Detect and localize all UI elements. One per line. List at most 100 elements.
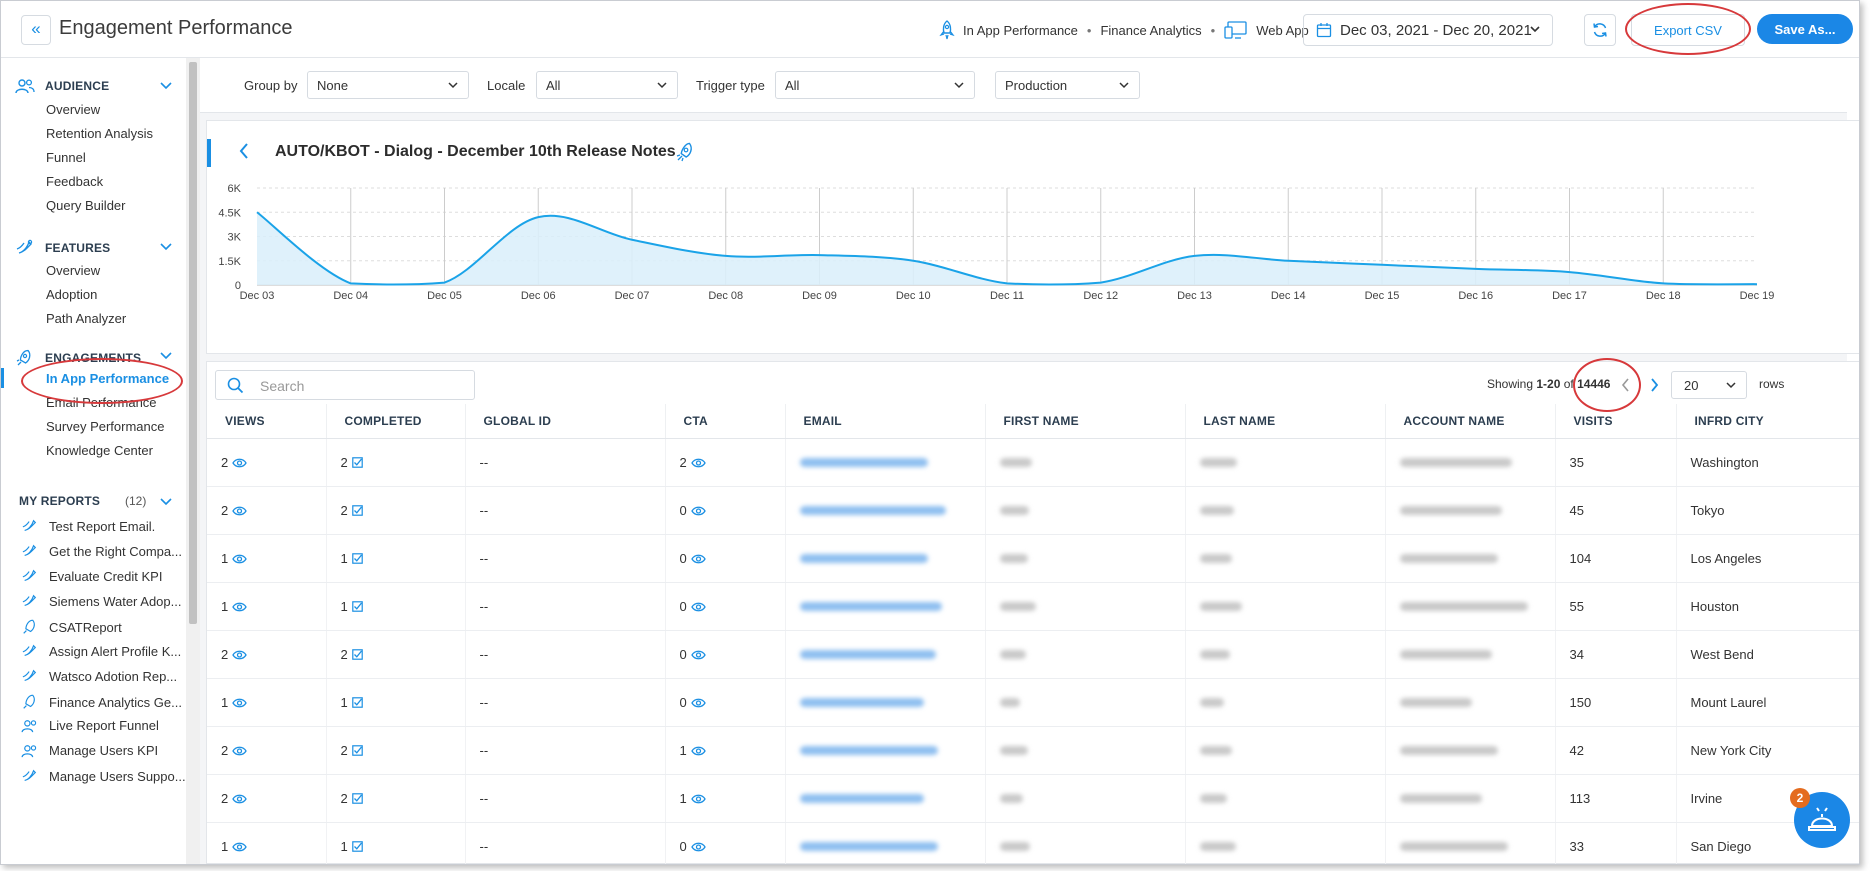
column-header[interactable]: COMPLETED: [326, 404, 466, 439]
sidebar-item-in-app-performance[interactable]: In App Performance: [46, 371, 170, 386]
table-row[interactable]: 2 2 -- 0 34 West Bend: [207, 630, 1859, 679]
report-item[interactable]: Manage Users KPI: [21, 743, 158, 758]
column-header[interactable]: FIRST NAME: [985, 404, 1186, 439]
column-header[interactable]: VIEWS: [207, 404, 327, 439]
email-cell[interactable]: [785, 822, 986, 864]
column-header[interactable]: INFRD CITY: [1676, 404, 1859, 439]
collapse-sidebar-button[interactable]: «: [21, 15, 51, 45]
save-as-button[interactable]: Save As...: [1757, 14, 1853, 44]
checkbox-icon[interactable]: [351, 841, 363, 852]
eye-icon[interactable]: [232, 794, 247, 804]
sidebar-item-survey-performance[interactable]: Survey Performance: [46, 419, 165, 434]
sidebar-item-funnel[interactable]: Funnel: [46, 150, 86, 165]
checkbox-icon[interactable]: [351, 793, 363, 804]
chevron-down-icon[interactable]: [159, 496, 173, 508]
redacted-email[interactable]: [799, 650, 936, 659]
eye-icon[interactable]: [232, 842, 247, 852]
table-row[interactable]: 1 1 -- 0 33 San Diego: [207, 822, 1859, 864]
table-row[interactable]: 2 2 -- 0 45 Tokyo: [207, 486, 1859, 535]
checkbox-icon[interactable]: [351, 745, 363, 756]
eye-icon[interactable]: [690, 506, 706, 516]
report-item[interactable]: Manage Users Suppo...: [21, 768, 186, 784]
checkbox-icon[interactable]: [351, 697, 363, 708]
report-item[interactable]: Finance Analytics Ge...: [21, 693, 182, 711]
checkbox-icon[interactable]: [351, 505, 363, 516]
eye-icon[interactable]: [690, 842, 706, 852]
redacted-email[interactable]: [799, 698, 924, 707]
sidebar-item-email-performance[interactable]: Email Performance: [46, 395, 157, 410]
report-item[interactable]: CSATReport: [21, 618, 122, 636]
trigger-type-select[interactable]: All: [775, 71, 975, 99]
table-row[interactable]: 2 2 -- 1 42 New York City: [207, 726, 1859, 775]
sidebar-section-engagements[interactable]: ENGAGEMENTS: [15, 348, 141, 368]
eye-icon[interactable]: [690, 698, 706, 708]
checkbox-icon[interactable]: [351, 649, 363, 660]
sidebar-scrollbar[interactable]: [186, 58, 200, 864]
email-cell[interactable]: [785, 438, 986, 487]
column-header[interactable]: ACCOUNT NAME: [1385, 404, 1556, 439]
export-csv-button[interactable]: Export CSV: [1631, 14, 1745, 46]
redacted-email[interactable]: [799, 554, 928, 563]
checkbox-icon[interactable]: [351, 457, 363, 468]
eye-icon[interactable]: [232, 698, 247, 708]
report-item[interactable]: Get the Right Compa...: [21, 543, 182, 559]
table-row[interactable]: 2 2 -- 1 113 Irvine: [207, 774, 1859, 823]
eye-icon[interactable]: [690, 650, 706, 660]
redacted-email[interactable]: [799, 794, 924, 803]
email-cell[interactable]: [785, 582, 986, 631]
redacted-email[interactable]: [799, 746, 938, 755]
chevron-left-icon[interactable]: [237, 140, 251, 162]
chevron-down-icon[interactable]: [159, 241, 173, 253]
redacted-email[interactable]: [799, 506, 946, 515]
refresh-button[interactable]: [1584, 14, 1616, 46]
table-row[interactable]: 1 1 -- 0 104 Los Angeles: [207, 534, 1859, 583]
redacted-email[interactable]: [799, 458, 928, 467]
report-item[interactable]: Watsco Adotion Rep...: [21, 668, 177, 684]
email-cell[interactable]: [785, 726, 986, 775]
sidebar-section-audience[interactable]: AUDIENCE: [15, 78, 109, 94]
report-item[interactable]: Siemens Water Adop...: [21, 593, 181, 609]
column-header[interactable]: EMAIL: [785, 404, 986, 439]
eye-icon[interactable]: [690, 746, 706, 756]
search-input[interactable]: [258, 375, 462, 397]
eye-icon[interactable]: [232, 650, 247, 660]
email-cell[interactable]: [785, 486, 986, 535]
sidebar-item-retention-analysis[interactable]: Retention Analysis: [46, 126, 153, 141]
eye-icon[interactable]: [232, 746, 247, 756]
previous-page-button[interactable]: [1619, 376, 1633, 394]
email-cell[interactable]: [785, 774, 986, 823]
redacted-email[interactable]: [799, 842, 938, 851]
scrollbar-thumb[interactable]: [189, 62, 197, 624]
sidebar-item-knowledge-center[interactable]: Knowledge Center: [46, 443, 153, 458]
report-item[interactable]: Live Report Funnel: [21, 718, 159, 733]
report-item[interactable]: Evaluate Credit KPI: [21, 568, 162, 584]
sidebar-item-query-builder[interactable]: Query Builder: [46, 198, 126, 213]
checkbox-icon[interactable]: [351, 601, 363, 612]
redacted-email[interactable]: [799, 602, 942, 611]
help-widget-button[interactable]: 2: [1790, 788, 1850, 848]
sidebar-item-audience-overview[interactable]: Overview: [46, 102, 101, 117]
sidebar-item-feedback[interactable]: Feedback: [46, 174, 104, 189]
report-item[interactable]: Test Report Email.: [21, 518, 155, 534]
eye-icon[interactable]: [690, 458, 706, 468]
group-by-select[interactable]: None: [307, 71, 469, 99]
environment-select[interactable]: Production: [995, 71, 1140, 99]
next-page-button[interactable]: [1647, 376, 1661, 394]
sidebar-item-path-analyzer[interactable]: Path Analyzer: [46, 311, 127, 326]
date-range-picker[interactable]: Dec 03, 2021 - Dec 20, 2021: [1303, 14, 1553, 46]
email-cell[interactable]: [785, 630, 986, 679]
rows-per-page-select[interactable]: 20: [1671, 371, 1747, 399]
eye-icon[interactable]: [690, 602, 706, 612]
locale-select[interactable]: All: [536, 71, 678, 99]
report-item[interactable]: Assign Alert Profile K...: [21, 643, 181, 659]
table-row[interactable]: 2 2 -- 2 35 Washington: [207, 438, 1859, 487]
eye-icon[interactable]: [690, 794, 706, 804]
column-header[interactable]: CTA: [665, 404, 786, 439]
column-header[interactable]: GLOBAL ID: [465, 404, 666, 439]
table-row[interactable]: 1 1 -- 0 150 Mount Laurel: [207, 678, 1859, 727]
eye-icon[interactable]: [232, 458, 247, 468]
sidebar-item-adoption[interactable]: Adoption: [46, 287, 98, 302]
email-cell[interactable]: [785, 534, 986, 583]
search-box[interactable]: [215, 370, 475, 400]
eye-icon[interactable]: [232, 554, 247, 564]
